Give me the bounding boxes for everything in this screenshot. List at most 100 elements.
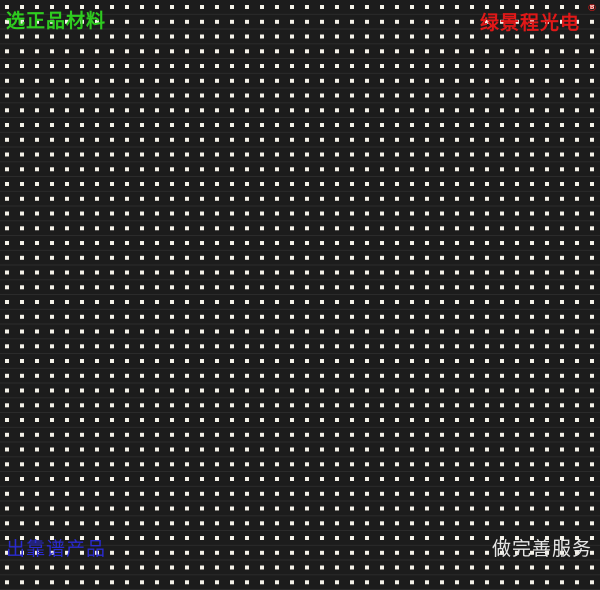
led-pixel xyxy=(395,93,399,98)
led-pixel xyxy=(65,5,69,9)
led-pixel xyxy=(515,78,519,83)
led-pixel xyxy=(65,300,69,304)
led-pixel xyxy=(320,270,324,275)
row-line xyxy=(0,559,600,561)
led-pixel xyxy=(95,477,99,481)
led-pixel xyxy=(590,211,594,216)
led-pixel xyxy=(560,64,564,68)
led-pixel xyxy=(305,5,309,9)
led-pixel xyxy=(5,432,9,437)
led-pixel xyxy=(365,78,369,83)
led-pixel xyxy=(335,388,339,393)
led-pixel xyxy=(500,314,504,319)
led-pixel xyxy=(350,211,354,216)
led-pixel xyxy=(365,403,369,408)
led-pixel xyxy=(485,447,489,452)
led-pixel xyxy=(395,329,399,334)
led-pixel xyxy=(575,108,579,113)
row-line xyxy=(0,72,600,74)
led-pixel xyxy=(575,432,579,437)
led-pixel xyxy=(560,5,564,9)
led-pixel xyxy=(200,447,204,452)
led-pixel xyxy=(140,550,144,555)
led-pixel xyxy=(215,285,219,290)
led-pixel xyxy=(80,314,84,319)
led-pixel xyxy=(290,300,294,304)
led-pixel xyxy=(245,565,249,570)
led-pixel xyxy=(80,550,84,555)
led-pixel xyxy=(200,226,204,231)
led-pixel xyxy=(485,64,489,68)
led-pixel xyxy=(335,432,339,437)
led-pixel xyxy=(275,34,279,39)
led-pixel xyxy=(20,196,24,201)
led-pixel xyxy=(155,344,159,349)
led-pixel xyxy=(395,108,399,113)
led-pixel xyxy=(65,329,69,334)
led-pixel xyxy=(395,285,399,290)
led-pixel xyxy=(530,226,534,231)
led-pixel xyxy=(200,241,204,245)
led-pixel xyxy=(365,49,369,54)
led-pixel xyxy=(575,329,579,334)
led-pixel xyxy=(545,5,549,9)
led-pixel xyxy=(125,196,129,201)
led-pixel xyxy=(95,49,99,54)
led-pixel xyxy=(200,93,204,98)
led-pixel xyxy=(515,477,519,481)
led-pixel xyxy=(275,432,279,437)
row-line xyxy=(0,382,600,384)
led-pixel xyxy=(65,536,69,540)
led-pixel xyxy=(545,403,549,408)
led-pixel xyxy=(20,241,24,245)
led-pixel xyxy=(395,462,399,467)
led-pixel xyxy=(410,300,414,304)
led-pixel xyxy=(125,255,129,260)
led-pixel xyxy=(350,19,354,24)
led-pixel xyxy=(545,285,549,290)
led-pixel xyxy=(110,462,114,467)
led-pixel xyxy=(50,373,54,378)
row-line xyxy=(0,279,600,281)
led-pixel xyxy=(140,123,144,127)
led-pixel xyxy=(410,5,414,9)
led-pixel xyxy=(260,270,264,275)
led-pixel xyxy=(140,447,144,452)
led-pixel xyxy=(20,34,24,39)
led-pixel xyxy=(380,196,384,201)
led-pixel xyxy=(365,491,369,496)
led-pixel xyxy=(470,137,474,142)
led-pixel xyxy=(530,241,534,245)
led-pixel xyxy=(185,300,189,304)
led-pixel xyxy=(305,123,309,127)
led-pixel xyxy=(185,108,189,113)
led-pixel xyxy=(110,300,114,304)
led-pixel xyxy=(305,49,309,54)
led-pixel xyxy=(185,373,189,378)
row-line xyxy=(0,28,600,30)
led-pixel xyxy=(185,255,189,260)
led-pixel xyxy=(485,255,489,260)
led-pixel xyxy=(185,241,189,245)
led-pixel xyxy=(350,580,354,585)
led-pixel xyxy=(365,108,369,113)
led-pixel xyxy=(500,418,504,422)
led-pixel xyxy=(350,64,354,68)
led-pixel xyxy=(50,182,54,186)
led-pixel xyxy=(335,93,339,98)
led-pixel xyxy=(110,78,114,83)
led-pixel xyxy=(155,403,159,408)
led-pixel xyxy=(410,418,414,422)
led-pixel xyxy=(5,418,9,422)
led-pixel xyxy=(485,314,489,319)
led-pixel xyxy=(350,49,354,54)
led-pixel xyxy=(410,19,414,24)
led-pixel xyxy=(425,108,429,113)
led-pixel xyxy=(170,93,174,98)
led-pixel xyxy=(20,19,24,24)
led-pixel xyxy=(425,49,429,54)
led-pixel xyxy=(485,34,489,39)
led-pixel xyxy=(170,49,174,54)
led-pixel xyxy=(590,388,594,393)
led-pixel xyxy=(515,167,519,172)
